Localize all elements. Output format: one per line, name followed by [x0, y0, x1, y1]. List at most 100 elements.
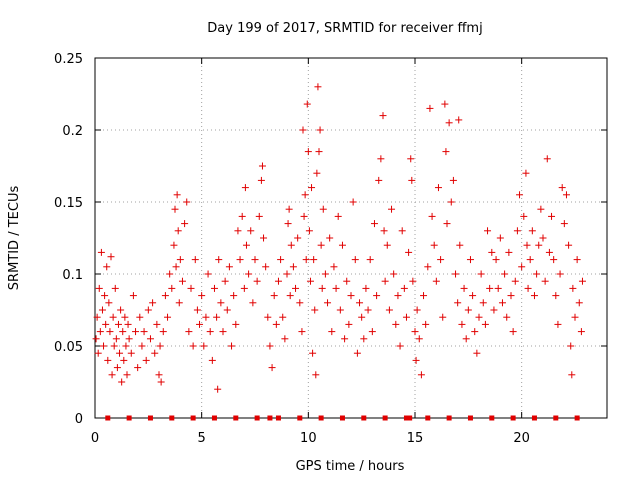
data-point — [255, 212, 263, 220]
data-point — [187, 284, 195, 292]
data-point — [149, 299, 157, 307]
data-point — [123, 371, 131, 379]
data-point — [437, 256, 445, 264]
data-point — [221, 277, 229, 285]
data-point — [284, 220, 292, 228]
gap-marker — [233, 415, 239, 421]
gap-marker — [531, 415, 537, 421]
data-point — [523, 241, 531, 249]
data-point — [110, 342, 118, 350]
data-point — [109, 313, 117, 321]
data-point — [381, 277, 389, 285]
data-point — [434, 184, 442, 192]
data-point — [364, 306, 372, 314]
data-point — [543, 155, 551, 163]
data-point — [498, 299, 506, 307]
data-point — [268, 364, 276, 372]
data-point — [251, 256, 259, 264]
data-point — [326, 234, 334, 242]
data-point — [400, 284, 408, 292]
data-point — [253, 277, 261, 285]
data-point — [214, 385, 222, 393]
data-point — [312, 371, 320, 379]
data-point — [181, 220, 189, 228]
y-axis-label: SRMTID / TECUs — [7, 186, 22, 291]
data-point — [270, 292, 278, 300]
data-point — [537, 205, 545, 213]
gap-marker — [267, 415, 273, 421]
data-point — [524, 284, 532, 292]
y-tick-label: 0.05 — [54, 340, 83, 355]
data-point — [313, 169, 321, 177]
data-point — [193, 306, 201, 314]
data-point — [155, 371, 163, 379]
data-point — [548, 212, 556, 220]
data-point — [353, 349, 361, 357]
gap-marker — [190, 415, 196, 421]
data-point — [545, 248, 553, 256]
data-point — [104, 356, 112, 364]
data-point — [351, 256, 359, 264]
data-point — [469, 292, 477, 300]
data-point — [264, 313, 272, 321]
data-point — [196, 320, 204, 328]
data-point — [507, 292, 515, 300]
gap-marker — [254, 415, 260, 421]
x-axis-label: GPS time / hours — [296, 459, 405, 474]
gap-marker — [147, 415, 153, 421]
data-point — [315, 148, 323, 156]
data-point — [420, 292, 428, 300]
data-point — [125, 335, 133, 343]
data-point — [501, 270, 509, 278]
data-point — [330, 263, 338, 271]
data-point — [439, 313, 447, 321]
data-point — [539, 234, 547, 242]
data-point — [215, 256, 223, 264]
data-point — [565, 241, 573, 249]
data-point — [377, 155, 385, 163]
data-point — [407, 155, 415, 163]
data-point — [349, 198, 357, 206]
data-point — [479, 299, 487, 307]
data-point — [249, 299, 257, 307]
data-point — [471, 328, 479, 336]
data-point — [317, 241, 325, 249]
data-point — [298, 328, 306, 336]
gap-marker — [446, 415, 452, 421]
data-point — [210, 284, 218, 292]
data-point — [301, 191, 309, 199]
data-point — [172, 263, 180, 271]
data-point — [373, 292, 381, 300]
data-point — [208, 356, 216, 364]
data-point — [409, 277, 417, 285]
data-point — [383, 241, 391, 249]
data-point — [185, 328, 193, 336]
data-point — [260, 234, 268, 242]
data-point — [556, 270, 564, 278]
data-point — [285, 205, 293, 213]
data-point — [486, 284, 494, 292]
data-point — [247, 227, 255, 235]
data-point — [428, 212, 436, 220]
data-point — [316, 126, 324, 134]
data-point — [402, 313, 410, 321]
data-point — [396, 342, 404, 350]
data-point — [455, 116, 463, 124]
gap-marker — [318, 415, 324, 421]
data-point — [466, 256, 474, 264]
data-point — [309, 349, 317, 357]
y-tick-label: 0 — [75, 412, 83, 427]
data-point — [100, 342, 108, 350]
data-point — [526, 256, 534, 264]
data-point — [97, 248, 105, 256]
data-point — [189, 342, 197, 350]
data-point — [569, 284, 577, 292]
data-point — [136, 313, 144, 321]
data-point — [292, 284, 300, 292]
data-point — [452, 270, 460, 278]
data-point — [412, 356, 420, 364]
y-tick-label: 0.2 — [62, 124, 83, 139]
data-point — [98, 306, 106, 314]
data-point — [405, 248, 413, 256]
data-point — [571, 313, 579, 321]
